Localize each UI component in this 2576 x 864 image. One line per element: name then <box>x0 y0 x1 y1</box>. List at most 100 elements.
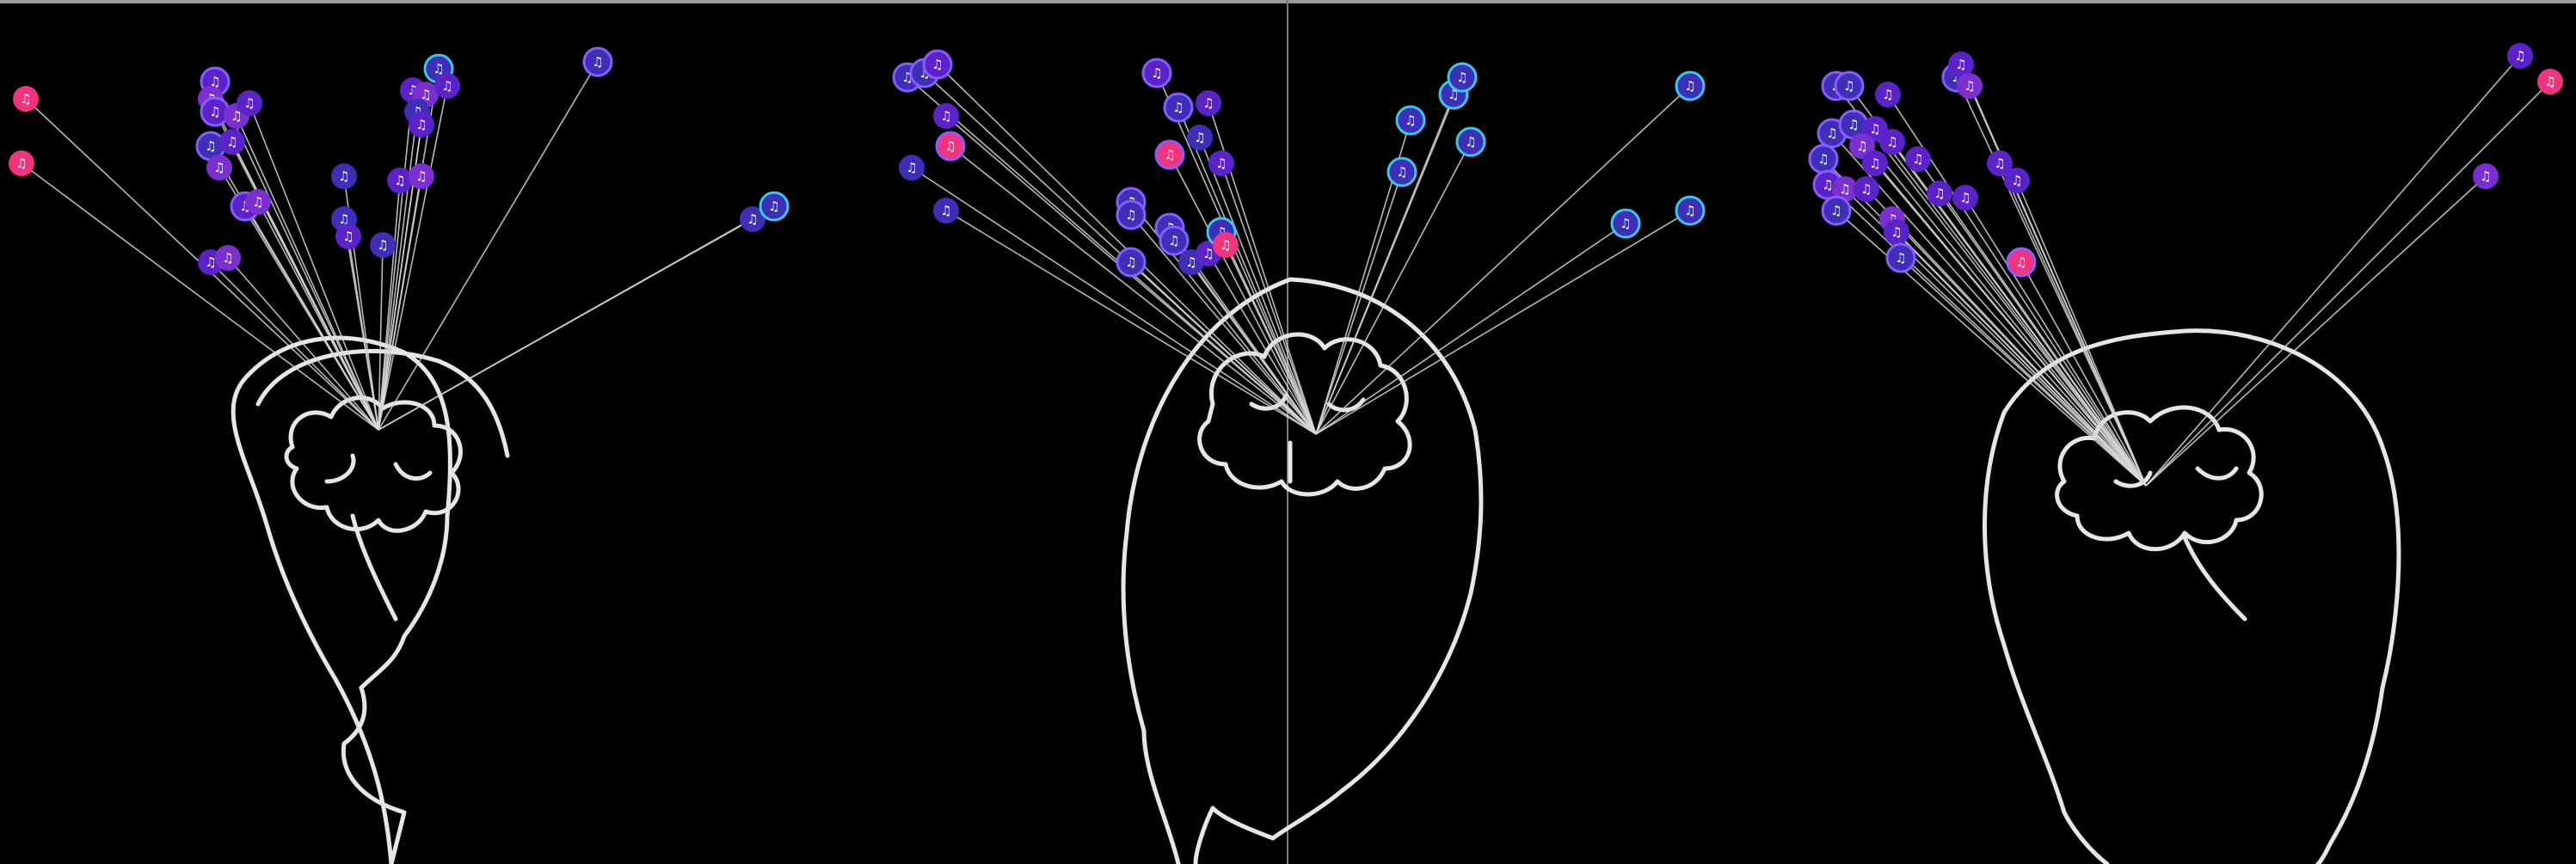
music-note-icon: ♫ <box>1141 58 1172 89</box>
connection-line <box>1169 154 1317 435</box>
music-note-icon: ♫ <box>892 62 923 93</box>
music-note-glyph: ♫ <box>1822 177 1833 193</box>
node-ring <box>1821 195 1852 226</box>
head-left-face <box>255 348 510 458</box>
node-disc <box>1927 181 1952 206</box>
music-note-glyph: ♫ <box>1860 181 1872 197</box>
music-note-icon: ♫ <box>1927 181 1952 206</box>
music-note-glyph: ♫ <box>1164 147 1175 162</box>
node-disc <box>335 224 361 249</box>
head-right <box>1983 328 2401 864</box>
music-note-icon: ♫ <box>335 224 361 249</box>
music-note-icon: ♫ <box>1879 129 1905 155</box>
node-disc <box>2507 43 2533 69</box>
music-note-icon: ♫ <box>1884 219 1909 245</box>
music-note-icon: ♫ <box>387 168 413 193</box>
music-note-icon: ♫ <box>935 131 966 162</box>
music-note-glyph: ♫ <box>906 160 917 175</box>
music-note-icon: ♫ <box>1957 73 1983 99</box>
connection-line <box>249 102 379 431</box>
music-note-glyph: ♫ <box>1856 138 1867 154</box>
music-note-glyph: ♫ <box>2514 48 2525 64</box>
node-disc <box>585 49 611 75</box>
music-note-icon: ♫ <box>1159 225 1190 256</box>
music-note-icon: ♫ <box>434 73 460 99</box>
connection-line <box>257 201 379 431</box>
music-note-glyph: ♫ <box>592 54 603 70</box>
music-note-icon: ♫ <box>933 198 959 224</box>
node-disc <box>1884 219 1909 245</box>
music-note-glyph: ♫ <box>1168 233 1179 248</box>
connection-line <box>1887 94 2147 487</box>
connection-line <box>1874 128 2147 487</box>
node-ring <box>1163 92 1194 123</box>
music-note-glyph: ♫ <box>415 169 427 184</box>
node-disc <box>1213 232 1239 258</box>
music-note-glyph: ♫ <box>252 194 263 210</box>
connection-line <box>378 89 414 431</box>
music-note-icon: ♫ <box>933 103 959 129</box>
music-note-glyph: ♫ <box>243 95 255 111</box>
music-note-glyph: ♫ <box>747 211 758 227</box>
node-disc <box>1208 150 1234 176</box>
music-note-glyph: ♫ <box>15 156 27 171</box>
node-ring <box>1447 62 1478 93</box>
music-note-glyph: ♫ <box>1839 181 1850 197</box>
node-disc <box>1888 245 1914 271</box>
node-ring <box>1455 126 1486 157</box>
node-disc <box>1811 146 1836 172</box>
music-note-icon: ♫ <box>370 232 396 258</box>
music-note-icon: ♫ <box>1854 176 1879 202</box>
connection-line <box>236 115 379 431</box>
head-right-brain-fold <box>2113 466 2247 622</box>
node-disc <box>2537 69 2563 95</box>
node-disc <box>1905 146 1931 172</box>
music-note-glyph: ♫ <box>338 211 349 227</box>
music-note-glyph: ♫ <box>1620 216 1631 231</box>
node-disc <box>9 150 34 176</box>
node-disc <box>1823 198 1849 224</box>
music-note-glyph: ♫ <box>338 169 349 184</box>
music-note-icon: ♫ <box>582 46 613 77</box>
music-note-glyph: ♫ <box>1125 207 1136 223</box>
node-disc <box>1862 150 1888 176</box>
connection-line <box>1891 218 2147 487</box>
node-disc <box>1165 95 1191 120</box>
connection-line <box>2145 175 2487 487</box>
head-center-outline <box>1121 277 1484 864</box>
connection-line <box>1199 137 1317 435</box>
music-note-glyph: ♫ <box>1684 78 1695 94</box>
music-note-glyph: ♫ <box>420 87 431 102</box>
node-ring <box>1675 195 1706 226</box>
music-note-icon: ♫ <box>1447 62 1478 93</box>
music-note-icon: ♫ <box>2006 247 2037 278</box>
node-disc <box>740 206 765 232</box>
connection-line <box>1177 107 1317 435</box>
node-disc <box>925 52 950 77</box>
node-ring <box>1141 58 1172 89</box>
music-note-icon: ♫ <box>1116 247 1147 278</box>
node-disc <box>202 99 228 125</box>
music-note-icon: ♫ <box>1885 242 1916 273</box>
music-note-icon: ♫ <box>899 155 925 181</box>
connection-line <box>911 167 1317 435</box>
head-right-brain <box>2055 405 2264 552</box>
node-disc <box>1875 82 1901 107</box>
music-note-icon: ♫ <box>2004 168 2030 193</box>
node-disc <box>899 155 925 181</box>
music-note-icon: ♫ <box>1817 118 1847 149</box>
node-disc <box>2004 168 2030 193</box>
node-ring <box>1116 247 1147 278</box>
music-note-glyph: ♫ <box>1869 121 1880 137</box>
music-note-icon: ♫ <box>1213 232 1239 258</box>
music-note-glyph: ♫ <box>20 91 31 107</box>
music-note-glyph: ♫ <box>1912 151 1923 167</box>
node-disc <box>2473 163 2499 189</box>
connection-line <box>1315 171 1403 435</box>
music-nodes: ♫ ♫ ♫ ♫ ♫ ♫ ♫ ♫ ♫ ♫ ♫ ♫ ♫ ♫ ♫ ♫ ♫ ♫ ♫ ♫ ♫ ♫ ♫ ♫ ♫ ♫ ♫ ♫ ♫ ♫ ♫ ♫ ♫ ♫ ♫ ♫ ♫ ♫ ♫ ♫… <box>9 43 2563 278</box>
node-disc <box>237 90 262 116</box>
music-note-glyph: ♫ <box>1934 186 1945 201</box>
music-note-icon: ♫ <box>1675 70 1706 101</box>
music-note-icon: ♫ <box>1208 150 1234 176</box>
